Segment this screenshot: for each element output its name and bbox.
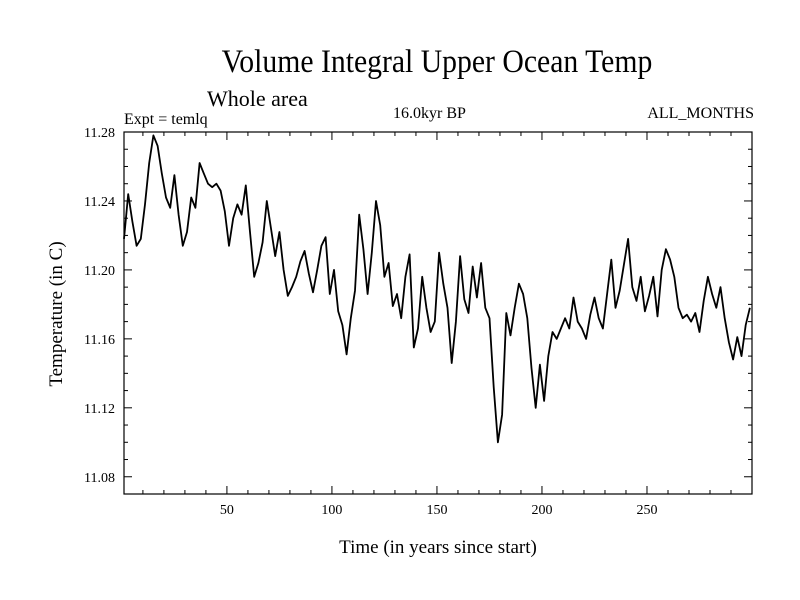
y-tick-label: 11.28: [84, 126, 115, 141]
x-axis-label: Time (in years since start): [339, 537, 537, 558]
experiment-label: Expt = temlq: [124, 111, 208, 128]
axis-tick-labels: 50 100 150 200 250 11.08 11.12 11.16 11.20 11.24 1…: [84, 126, 657, 518]
x-tick-label: 200: [531, 503, 552, 518]
series-line-temlq: [123, 134, 751, 444]
y-tick-label: 11.16: [84, 333, 115, 348]
chart-title: Volume Integral Upper Ocean Temp: [221, 44, 653, 80]
y-tick-label: 11.24: [84, 195, 115, 210]
x-tick-label: 150: [426, 503, 447, 518]
axis-ticks: [124, 131, 752, 494]
y-tick-label: 11.20: [84, 264, 115, 279]
x-tick-label: 250: [636, 503, 657, 518]
x-tick-label: 50: [220, 503, 234, 518]
period-label: 16.0kyr BP: [393, 105, 466, 122]
y-tick-label: 11.08: [84, 471, 115, 486]
plot-frame: [123, 131, 753, 495]
y-tick-label: 11.12: [84, 402, 115, 417]
x-tick-label: 100: [321, 503, 342, 518]
chart-subtitle: Whole area: [207, 86, 308, 111]
months-label: ALL_MONTHS: [647, 105, 754, 122]
